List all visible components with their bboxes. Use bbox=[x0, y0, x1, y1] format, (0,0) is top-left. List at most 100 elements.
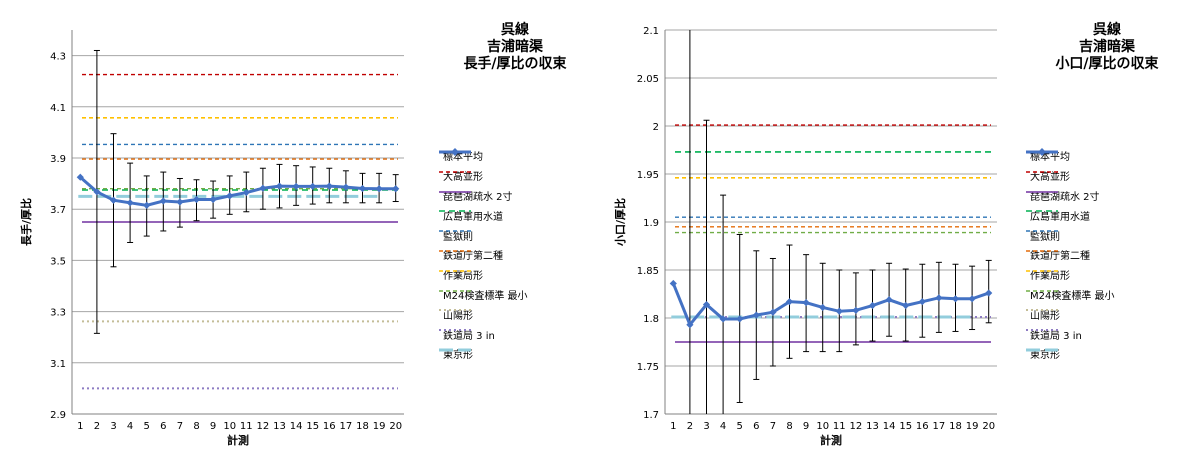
legend-label: 監獄則 bbox=[1030, 231, 1060, 243]
x-tick-label: 19 bbox=[966, 421, 979, 432]
x-tick-label: 20 bbox=[982, 421, 995, 432]
legend-swatch bbox=[439, 329, 471, 332]
x-tick-label: 9 bbox=[803, 421, 809, 432]
x-tick-label: 12 bbox=[257, 421, 270, 432]
chart-title-line: 小口/厚比の収束 bbox=[1055, 56, 1159, 72]
x-tick-label: 15 bbox=[899, 421, 912, 432]
x-tick-label: 13 bbox=[866, 421, 879, 432]
legend-item: 鉄道局 3 in bbox=[1024, 324, 1194, 344]
legend-swatch bbox=[1026, 171, 1058, 173]
legend-label: 広島軍用水道 bbox=[1030, 211, 1090, 223]
data-point bbox=[143, 201, 151, 209]
y-tick-label: 3.9 bbox=[50, 154, 66, 165]
x-tick-label: 2 bbox=[94, 421, 100, 432]
y-tick-label: 3.3 bbox=[50, 308, 66, 319]
x-tick-label: 3 bbox=[703, 421, 709, 432]
legend-label: 大高並形 bbox=[443, 172, 483, 184]
legend-label: 山陽形 bbox=[1030, 310, 1060, 322]
data-point bbox=[985, 289, 993, 297]
y-tick-label: 2 bbox=[653, 122, 659, 133]
legend-swatch bbox=[1026, 250, 1058, 252]
data-point bbox=[275, 182, 284, 190]
chart-title: 呉線 吉浦暗渠 小口/厚比の収束 bbox=[1022, 22, 1192, 73]
data-point bbox=[358, 184, 367, 193]
chart-title: 呉線 吉浦暗渠 長手/厚比の収束 bbox=[430, 22, 600, 73]
data-point bbox=[686, 321, 694, 329]
x-tick-label: 12 bbox=[850, 421, 863, 432]
data-point bbox=[902, 301, 910, 310]
legend-item: 標本平均 bbox=[437, 146, 607, 166]
legend-label: 鉄道庁第二種 bbox=[443, 251, 503, 263]
legend-item: 広島軍用水道 bbox=[1024, 205, 1194, 225]
data-point bbox=[669, 279, 677, 288]
data-point bbox=[375, 185, 383, 193]
x-tick-label: 11 bbox=[833, 421, 846, 432]
data-point bbox=[835, 307, 843, 315]
chart-title-line: 呉線 bbox=[501, 22, 529, 38]
legend-label: 標本平均 bbox=[443, 152, 483, 164]
legend-item: 琵琶湖疏水 2寸 bbox=[1024, 186, 1194, 206]
y-tick-label: 3.5 bbox=[50, 256, 66, 267]
legend-swatch bbox=[439, 171, 471, 173]
legend-swatch bbox=[1026, 210, 1058, 213]
legend-item: 大高並形 bbox=[437, 166, 607, 186]
legend-swatch bbox=[1026, 329, 1058, 332]
x-tick-label: 10 bbox=[816, 421, 829, 432]
y-tick-label: 2.9 bbox=[50, 410, 66, 421]
x-tick-label: 5 bbox=[737, 421, 743, 432]
legend: 標本平均 大高並形 琵琶湖疏水 2寸 広島軍用水道 監獄則 鉄道庁第二種 作業局形 M24検査… bbox=[437, 146, 607, 364]
data-point bbox=[752, 311, 760, 319]
data-point bbox=[885, 296, 893, 304]
legend-label: 鉄道庁第二種 bbox=[1030, 251, 1090, 263]
x-tick-label: 8 bbox=[786, 421, 792, 432]
data-point bbox=[392, 185, 400, 193]
legend-swatch bbox=[1026, 289, 1058, 292]
data-point bbox=[342, 183, 350, 191]
data-point bbox=[785, 298, 794, 306]
legend-item: 鉄道庁第二種 bbox=[437, 245, 607, 265]
legend-item: 作業局形 bbox=[1024, 265, 1194, 285]
legend-swatch bbox=[439, 269, 471, 272]
x-tick-label: 4 bbox=[127, 421, 133, 432]
chart-panel-header: 1.7 1.75 1.8 1.85 1.9 1.95 2 2.05 2.1 1 2 3 4 5 6 7 8 9 10… bbox=[600, 0, 1200, 467]
chart-title-line: 長手/厚比の収束 bbox=[463, 56, 567, 72]
chart-title-line: 吉浦暗渠 bbox=[487, 39, 543, 55]
x-tick-label: 1 bbox=[670, 421, 676, 432]
x-tick-label: 6 bbox=[753, 421, 759, 432]
x-axis-label: 計測 bbox=[820, 433, 842, 447]
legend-item: 監獄則 bbox=[1024, 225, 1194, 245]
data-point bbox=[209, 195, 217, 204]
legend-label: 鉄道局 3 in bbox=[443, 330, 495, 342]
data-point bbox=[192, 195, 201, 204]
legend: 標本平均 大高並形 琵琶湖疏水 2寸 広島軍用水道 監獄則 鉄道庁第二種 作業局形 M24検査… bbox=[1024, 146, 1194, 364]
data-point bbox=[226, 192, 234, 200]
y-tick-label: 1.75 bbox=[637, 362, 659, 373]
data-point bbox=[126, 199, 134, 207]
legend-item: 東京形 bbox=[1024, 344, 1194, 364]
data-point bbox=[951, 295, 960, 303]
data-point bbox=[292, 182, 300, 191]
x-tick-label: 6 bbox=[160, 421, 166, 432]
y-tick-label: 1.85 bbox=[637, 266, 659, 277]
legend-item: 大高並形 bbox=[1024, 166, 1194, 186]
x-tick-label: 2 bbox=[687, 421, 693, 432]
legend-swatch bbox=[439, 190, 471, 193]
data-point bbox=[325, 182, 333, 190]
x-tick-label: 7 bbox=[770, 421, 776, 432]
x-tick-label: 19 bbox=[373, 421, 386, 432]
legend-marker bbox=[1038, 148, 1046, 156]
legend-label: 作業局形 bbox=[443, 271, 483, 283]
x-tick-label: 20 bbox=[389, 421, 402, 432]
legend-item: 広島軍用水道 bbox=[437, 205, 607, 225]
x-tick-label: 16 bbox=[323, 421, 336, 432]
legend-swatch bbox=[439, 309, 471, 312]
y-tick-label: 4.3 bbox=[50, 52, 66, 63]
x-tick-label: 7 bbox=[177, 421, 183, 432]
legend-item: 山陽形 bbox=[1024, 304, 1194, 324]
x-axis-label: 計測 bbox=[227, 433, 249, 447]
data-point bbox=[176, 198, 184, 206]
data-point bbox=[159, 197, 167, 205]
x-tick-label: 16 bbox=[916, 421, 929, 432]
legend-label: 広島軍用水道 bbox=[443, 211, 503, 223]
